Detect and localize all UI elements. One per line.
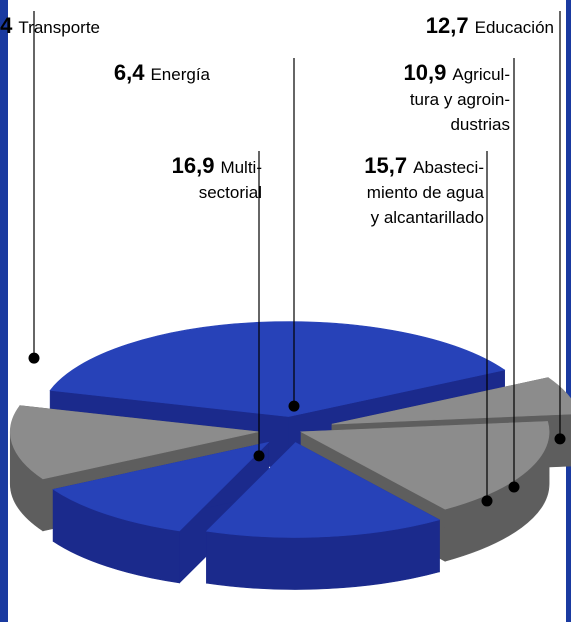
slice-value-transporte: 37,4: [0, 13, 13, 38]
right-frame-bar: [566, 0, 571, 622]
left-frame-bar: [0, 0, 8, 622]
leader-dot-transporte: [28, 352, 40, 364]
slice-label-line-agricultura-y-agroindustrias: dustrias: [450, 115, 510, 134]
slice-label-line-multisectorial: sectorial: [199, 183, 262, 202]
slice-label-educaci-n: Educación: [475, 18, 554, 37]
slice-label-line-abastecimiento-de-agua-y-alcantarillado: miento de agua: [367, 183, 485, 202]
slice-value-multisectorial: 16,9: [172, 153, 215, 178]
leader-dot-educaci-n: [554, 433, 566, 445]
slice-label-line-abastecimiento-de-agua-y-alcantarillado: y alcantarillado: [371, 208, 484, 227]
slice-value-abastecimiento-de-agua-y-alcantarillado: 15,7: [364, 153, 407, 178]
slice-label-multisectorial: Multi-: [220, 158, 262, 177]
slice-label-abastecimiento-de-agua-y-alcantarillado: Abasteci-: [413, 158, 484, 177]
slice-value-energ-a: 6,4: [114, 60, 145, 85]
leader-dot-abastecimiento-de-agua-y-alcantarillado: [481, 495, 493, 507]
leader-dot-agricultura-y-agroindustrias: [508, 481, 520, 493]
slice-label-transporte: Transporte: [18, 18, 100, 37]
slice-label-energ-a: Energía: [150, 65, 210, 84]
slice-value-agricultura-y-agroindustrias: 10,9: [404, 60, 447, 85]
slice-label-agricultura-y-agroindustrias: Agricul-: [452, 65, 510, 84]
pie-slice-agricultura-y-agroindustrias: [52, 441, 270, 584]
slice-label-line-agricultura-y-agroindustrias: tura y agroin-: [410, 90, 510, 109]
leader-dot-energ-a: [288, 400, 300, 412]
pie-slice-abastecimiento-de-agua-y-alcantarillado: [205, 441, 441, 590]
leader-dot-multisectorial: [253, 450, 265, 462]
slice-value-educaci-n: 12,7: [426, 13, 469, 38]
